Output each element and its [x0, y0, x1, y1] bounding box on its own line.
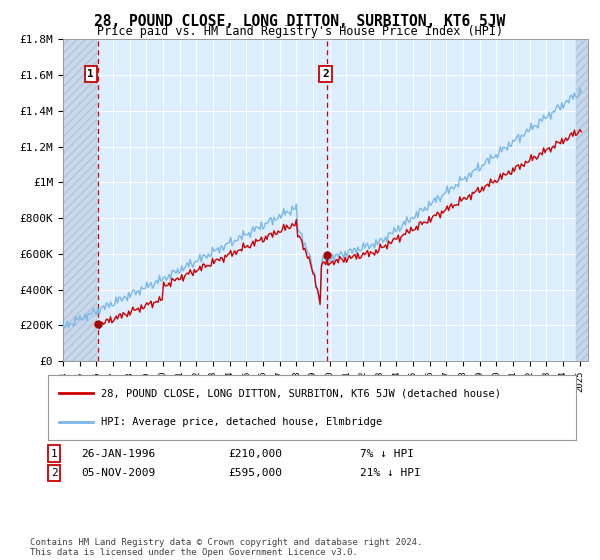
Text: 26-JAN-1996: 26-JAN-1996: [81, 449, 155, 459]
Text: 1: 1: [50, 449, 58, 459]
Text: 05-NOV-2009: 05-NOV-2009: [81, 468, 155, 478]
Text: 2: 2: [322, 69, 329, 79]
Text: 21% ↓ HPI: 21% ↓ HPI: [360, 468, 421, 478]
Text: Price paid vs. HM Land Registry's House Price Index (HPI): Price paid vs. HM Land Registry's House …: [97, 25, 503, 38]
Text: 1: 1: [88, 69, 94, 79]
Text: Contains HM Land Registry data © Crown copyright and database right 2024.
This d: Contains HM Land Registry data © Crown c…: [30, 538, 422, 557]
Text: £210,000: £210,000: [228, 449, 282, 459]
Bar: [63, 39, 97, 361]
Text: 2: 2: [50, 468, 58, 478]
Text: 28, POUND CLOSE, LONG DITTON, SURBITON, KT6 5JW (detached house): 28, POUND CLOSE, LONG DITTON, SURBITON, …: [101, 388, 501, 398]
Text: 7% ↓ HPI: 7% ↓ HPI: [360, 449, 414, 459]
Bar: [575, 39, 588, 361]
Text: £595,000: £595,000: [228, 468, 282, 478]
Text: 28, POUND CLOSE, LONG DITTON, SURBITON, KT6 5JW: 28, POUND CLOSE, LONG DITTON, SURBITON, …: [94, 14, 506, 29]
Text: HPI: Average price, detached house, Elmbridge: HPI: Average price, detached house, Elmb…: [101, 417, 382, 427]
